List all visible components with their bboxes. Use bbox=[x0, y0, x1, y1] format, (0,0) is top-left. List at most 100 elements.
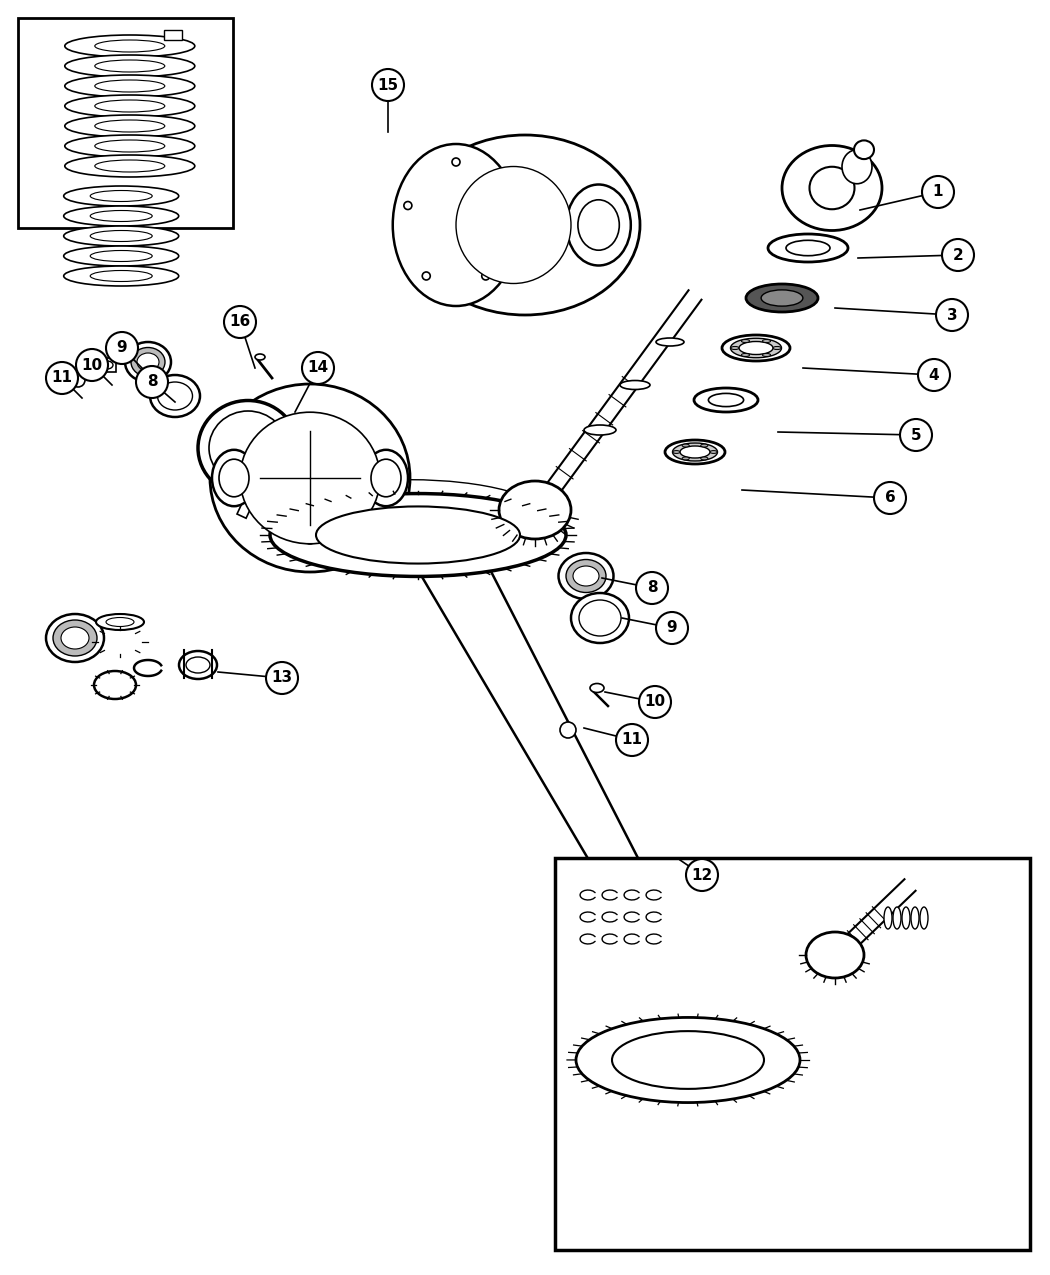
Ellipse shape bbox=[786, 240, 830, 256]
Ellipse shape bbox=[700, 444, 708, 448]
Ellipse shape bbox=[270, 493, 566, 576]
Ellipse shape bbox=[739, 342, 773, 354]
Ellipse shape bbox=[590, 683, 604, 692]
Circle shape bbox=[942, 238, 974, 272]
Circle shape bbox=[500, 201, 508, 209]
Ellipse shape bbox=[65, 34, 195, 57]
Circle shape bbox=[422, 272, 430, 280]
Text: 3: 3 bbox=[947, 307, 958, 323]
Text: 2: 2 bbox=[952, 247, 964, 263]
Ellipse shape bbox=[90, 231, 152, 241]
Ellipse shape bbox=[741, 353, 750, 357]
Circle shape bbox=[302, 352, 334, 384]
Ellipse shape bbox=[902, 907, 910, 929]
Bar bbox=[18, 18, 233, 228]
Text: 6: 6 bbox=[884, 491, 896, 505]
Ellipse shape bbox=[131, 348, 165, 376]
Ellipse shape bbox=[612, 1031, 764, 1089]
Ellipse shape bbox=[741, 339, 750, 343]
Text: 5: 5 bbox=[910, 427, 921, 442]
Ellipse shape bbox=[94, 671, 136, 699]
Ellipse shape bbox=[620, 380, 650, 389]
Ellipse shape bbox=[573, 566, 598, 586]
Circle shape bbox=[686, 859, 718, 891]
Circle shape bbox=[224, 306, 256, 338]
Text: 16: 16 bbox=[229, 315, 251, 329]
Ellipse shape bbox=[371, 459, 401, 497]
Ellipse shape bbox=[94, 80, 165, 92]
Circle shape bbox=[106, 332, 138, 363]
Ellipse shape bbox=[731, 338, 781, 358]
Ellipse shape bbox=[255, 354, 265, 360]
Ellipse shape bbox=[722, 335, 790, 361]
Text: 1: 1 bbox=[932, 185, 943, 199]
Text: 12: 12 bbox=[691, 867, 713, 882]
Ellipse shape bbox=[761, 289, 803, 306]
Ellipse shape bbox=[94, 159, 165, 172]
Ellipse shape bbox=[710, 450, 717, 454]
Text: 15: 15 bbox=[377, 78, 399, 93]
Ellipse shape bbox=[694, 388, 758, 412]
Ellipse shape bbox=[746, 284, 818, 312]
Bar bbox=[555, 858, 1030, 1250]
Ellipse shape bbox=[673, 450, 680, 454]
Ellipse shape bbox=[94, 99, 165, 112]
Ellipse shape bbox=[806, 932, 864, 978]
Ellipse shape bbox=[65, 135, 195, 157]
Circle shape bbox=[636, 572, 668, 604]
Ellipse shape bbox=[410, 135, 640, 315]
Ellipse shape bbox=[101, 361, 113, 368]
Ellipse shape bbox=[731, 347, 739, 349]
Ellipse shape bbox=[158, 382, 192, 411]
Circle shape bbox=[616, 724, 648, 756]
Ellipse shape bbox=[274, 479, 546, 555]
Ellipse shape bbox=[212, 450, 256, 506]
Text: 11: 11 bbox=[622, 733, 643, 747]
Ellipse shape bbox=[64, 226, 178, 246]
Ellipse shape bbox=[178, 652, 217, 680]
Ellipse shape bbox=[584, 425, 616, 435]
Text: 10: 10 bbox=[645, 695, 666, 709]
Ellipse shape bbox=[125, 342, 171, 382]
Ellipse shape bbox=[46, 615, 104, 662]
Ellipse shape bbox=[90, 210, 152, 222]
Ellipse shape bbox=[911, 907, 919, 929]
Ellipse shape bbox=[94, 60, 165, 71]
Ellipse shape bbox=[773, 347, 781, 349]
Ellipse shape bbox=[65, 75, 195, 97]
Circle shape bbox=[304, 532, 316, 544]
Ellipse shape bbox=[682, 456, 689, 460]
Ellipse shape bbox=[64, 186, 178, 207]
Ellipse shape bbox=[316, 506, 520, 564]
Ellipse shape bbox=[198, 400, 298, 496]
Ellipse shape bbox=[219, 459, 249, 497]
Ellipse shape bbox=[65, 115, 195, 136]
Ellipse shape bbox=[65, 96, 195, 117]
Ellipse shape bbox=[709, 394, 743, 407]
Circle shape bbox=[372, 69, 404, 101]
Ellipse shape bbox=[892, 907, 901, 929]
Ellipse shape bbox=[209, 411, 287, 484]
Ellipse shape bbox=[150, 375, 200, 417]
Ellipse shape bbox=[680, 446, 710, 458]
Ellipse shape bbox=[94, 140, 165, 152]
Ellipse shape bbox=[64, 246, 178, 266]
Circle shape bbox=[900, 419, 932, 451]
Text: 11: 11 bbox=[51, 371, 72, 385]
Circle shape bbox=[560, 722, 576, 738]
Text: 14: 14 bbox=[308, 361, 329, 376]
Text: 9: 9 bbox=[667, 621, 677, 635]
Circle shape bbox=[936, 300, 968, 332]
Ellipse shape bbox=[762, 339, 771, 343]
Circle shape bbox=[46, 362, 78, 394]
Ellipse shape bbox=[64, 207, 178, 226]
Ellipse shape bbox=[576, 1017, 800, 1103]
Ellipse shape bbox=[920, 907, 928, 929]
Ellipse shape bbox=[884, 907, 892, 929]
Ellipse shape bbox=[566, 185, 631, 265]
Ellipse shape bbox=[810, 167, 855, 209]
Ellipse shape bbox=[768, 235, 848, 261]
Text: 8: 8 bbox=[147, 375, 157, 389]
Ellipse shape bbox=[854, 140, 874, 159]
Circle shape bbox=[76, 349, 108, 381]
